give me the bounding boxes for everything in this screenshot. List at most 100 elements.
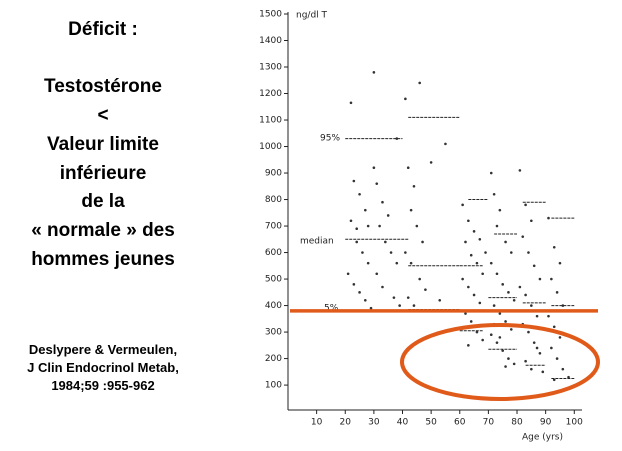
point	[398, 304, 401, 307]
point	[384, 240, 387, 244]
y-tick-label: 800	[265, 195, 282, 205]
point	[478, 301, 482, 305]
point	[530, 219, 533, 223]
point	[498, 336, 502, 339]
point	[501, 283, 505, 286]
point	[469, 320, 473, 323]
point	[489, 261, 493, 265]
point	[527, 330, 530, 334]
x-tick-label: 30	[368, 418, 380, 428]
point	[495, 272, 499, 276]
point	[547, 216, 550, 220]
point	[535, 314, 539, 318]
annotation: 5%	[324, 304, 339, 314]
point	[349, 101, 353, 105]
point	[424, 288, 427, 291]
point	[472, 293, 476, 297]
citation: J Clin Endocrinol Metab,	[27, 360, 179, 375]
point	[475, 330, 479, 334]
text-line: hommes jeunes	[31, 249, 175, 270]
x-tick-label: 100	[566, 418, 583, 428]
point	[518, 169, 522, 172]
point	[372, 71, 376, 74]
annotation: 95%	[320, 134, 340, 144]
point	[366, 224, 370, 228]
text-line: de la	[81, 191, 125, 212]
point	[509, 251, 513, 254]
point	[375, 272, 379, 276]
point	[352, 283, 356, 286]
point	[555, 357, 559, 360]
y-tick-label: 700	[265, 222, 282, 232]
y-tick-label: 200	[265, 354, 282, 364]
point	[358, 192, 361, 196]
y-tick-label: 1300	[259, 63, 282, 73]
y-axis-label: ng/dl T	[296, 11, 328, 21]
point	[504, 240, 507, 244]
point	[369, 306, 373, 310]
point	[467, 285, 470, 289]
point	[389, 251, 393, 254]
point	[375, 182, 379, 185]
point	[527, 251, 530, 254]
point	[504, 365, 507, 368]
point	[498, 312, 502, 315]
text-line: inférieure	[60, 163, 147, 184]
y-tick-label: 1400	[259, 36, 282, 46]
highlight-ellipse	[400, 323, 600, 401]
point	[366, 261, 370, 265]
point	[481, 272, 484, 276]
text-line: Testostérone	[44, 76, 162, 97]
citation: 1984;59 :955-962	[51, 378, 154, 393]
point	[358, 291, 361, 294]
point	[361, 251, 364, 254]
point	[558, 261, 562, 265]
point	[404, 97, 407, 101]
point	[355, 227, 359, 230]
point	[475, 261, 479, 265]
point	[415, 224, 419, 228]
point	[512, 298, 516, 302]
point	[552, 245, 556, 249]
citation: Deslypere & Vermeulen,	[29, 342, 177, 357]
point	[363, 208, 367, 212]
y-tick-label: 600	[265, 248, 282, 258]
point	[395, 137, 399, 140]
point	[538, 351, 542, 355]
point	[489, 171, 493, 175]
point	[532, 341, 536, 344]
point	[561, 367, 565, 371]
point	[530, 367, 533, 371]
y-tick-label: 1000	[259, 142, 282, 152]
x-axis-label: Age (yrs)	[522, 433, 563, 443]
x-tick-label: 10	[311, 418, 323, 428]
point	[444, 142, 447, 146]
point	[461, 277, 464, 281]
point	[538, 277, 542, 281]
point	[509, 328, 513, 331]
point	[381, 285, 384, 289]
heading: Déficit :	[68, 19, 138, 40]
point	[363, 298, 367, 302]
point	[404, 251, 407, 254]
text-line: Valeur limite	[47, 134, 159, 155]
point	[349, 219, 353, 223]
point	[409, 261, 413, 265]
x-tick-label: 50	[425, 418, 437, 428]
point	[558, 336, 562, 339]
point	[352, 179, 356, 183]
x-tick-label: 90	[540, 418, 552, 428]
annotation: median	[300, 237, 334, 247]
point	[412, 184, 416, 188]
x-tick-label: 70	[483, 418, 495, 428]
point	[512, 362, 516, 366]
point	[524, 203, 527, 207]
text-line: <	[97, 105, 108, 126]
point	[530, 304, 533, 307]
point	[378, 224, 381, 228]
point	[492, 192, 496, 196]
point	[381, 200, 384, 204]
point	[552, 378, 556, 382]
point	[547, 314, 550, 318]
